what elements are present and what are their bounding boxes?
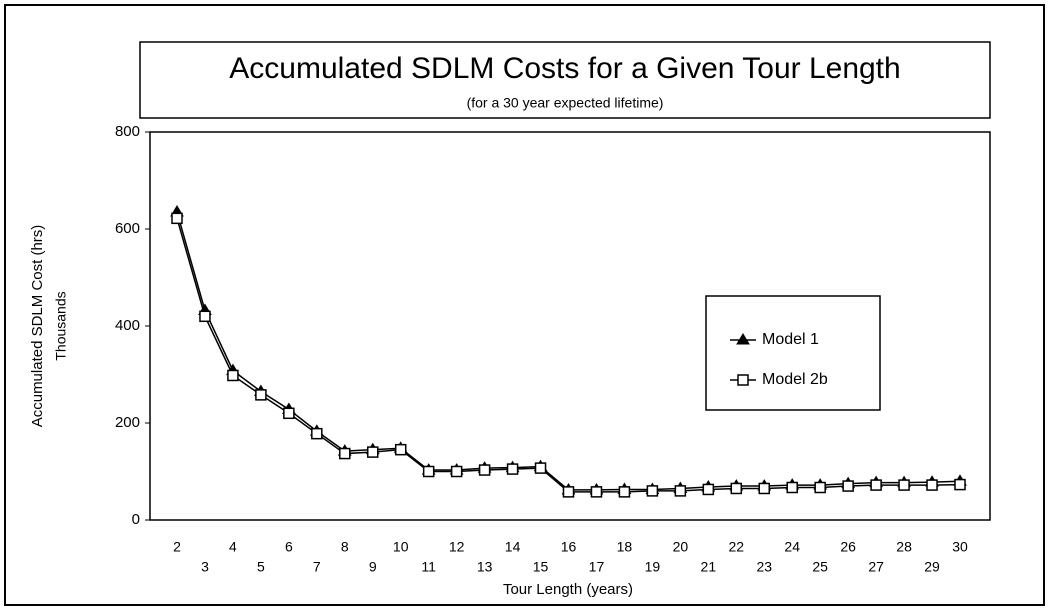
x-tick-label: 5: [257, 559, 265, 575]
x-tick-label: 7: [313, 559, 321, 575]
y-tick-label: 600: [115, 220, 140, 237]
x-tick-label: 8: [341, 539, 349, 555]
marker-square: [506, 463, 519, 475]
x-tick-label: 26: [840, 539, 856, 555]
marker-square: [422, 465, 435, 478]
chart-subtitle: (for a 30 year expected lifetime): [467, 95, 664, 111]
title-box: [139, 41, 991, 119]
marker-square: [534, 462, 547, 474]
y-tick-label: 0: [132, 511, 140, 528]
y-axis-units: Thousands: [53, 291, 69, 360]
marker-square: [898, 479, 910, 491]
x-tick-label: 14: [505, 539, 521, 555]
x-tick-label: 25: [812, 559, 828, 575]
marker-square: [367, 446, 379, 458]
marker-square: [199, 310, 211, 323]
marker-square: [926, 479, 938, 491]
chart-title: Accumulated SDLM Costs for a Given Tour …: [229, 52, 900, 85]
x-tick-label: 20: [673, 539, 689, 555]
x-tick-label: 21: [701, 559, 717, 575]
marker-square: [562, 486, 575, 498]
x-tick-label: 22: [728, 539, 744, 555]
frame: [4, 4, 1045, 606]
legend-label: Model 1: [762, 331, 819, 348]
marker-square: [339, 447, 351, 460]
y-tick-label: 800: [115, 123, 140, 140]
y-axis-label: Accumulated SDLM Cost (hrs): [29, 225, 46, 428]
x-tick-label: 13: [477, 559, 493, 575]
x-tick-label: 17: [589, 559, 605, 575]
x-tick-label: 11: [421, 559, 436, 575]
marker-square: [618, 486, 631, 498]
legend-label: Model 2b: [762, 371, 828, 388]
x-tick-label: 30: [952, 539, 968, 555]
x-axis-label: Tour Length (years): [503, 581, 633, 598]
x-tick-label: 29: [924, 559, 940, 575]
x-tick-label: 2: [173, 539, 181, 555]
y-tick-label: 200: [115, 414, 140, 431]
x-tick-label: 28: [896, 539, 912, 555]
marker-square: [842, 480, 854, 492]
marker-square: [786, 481, 798, 494]
x-tick-label: 6: [285, 539, 293, 555]
marker-square: [870, 479, 882, 491]
x-tick-label: 23: [756, 559, 772, 575]
marker-square: [730, 482, 743, 495]
x-tick-label: 18: [617, 539, 633, 555]
x-tick-label: 4: [229, 539, 237, 555]
marker-square: [590, 486, 603, 498]
marker-square: [758, 482, 770, 495]
y-tick-label: 400: [115, 317, 140, 334]
marker-square: [646, 485, 659, 497]
x-tick-label: 27: [868, 559, 884, 575]
marker-square: [311, 427, 323, 440]
x-tick-label: 16: [561, 539, 577, 555]
legend-box: [705, 295, 881, 411]
marker-square: [394, 443, 407, 456]
marker-square: [227, 369, 239, 382]
marker-square: [283, 407, 295, 420]
marker-square: [255, 389, 267, 401]
legend-marker: [737, 374, 749, 386]
marker-square: [171, 212, 183, 225]
x-tick-label: 19: [645, 559, 661, 575]
x-tick-label: 9: [369, 559, 377, 575]
x-tick-label: 15: [533, 559, 549, 575]
x-tick-label: 10: [393, 539, 409, 555]
marker-square: [450, 465, 463, 478]
legend-marker: [736, 333, 750, 345]
marker-square: [674, 485, 687, 497]
marker-square: [814, 481, 826, 494]
marker-square: [478, 464, 491, 476]
marker-square: [702, 483, 715, 496]
x-tick-label: 24: [784, 539, 800, 555]
x-tick-label: 3: [201, 559, 209, 575]
marker-square: [954, 478, 966, 491]
x-tick-label: 12: [449, 539, 465, 555]
